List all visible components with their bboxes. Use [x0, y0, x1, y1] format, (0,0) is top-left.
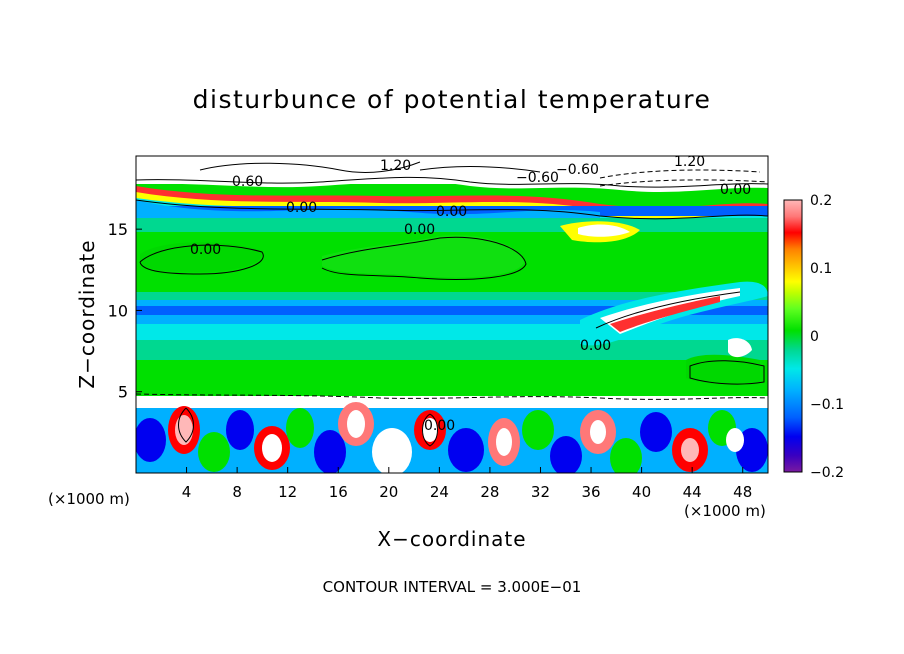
colorbar-tick-label: −0.2	[810, 465, 844, 481]
x-tick-label: 28	[480, 483, 499, 501]
contour-label: 0.00	[286, 200, 317, 216]
contour-label: 0.00	[190, 242, 221, 258]
contour-label: 1.20	[674, 154, 705, 170]
x-tick-label: 32	[531, 483, 550, 501]
colorbar-tick-label: −0.1	[810, 397, 844, 413]
x-tick-label: 20	[379, 483, 398, 501]
x-tick-label: 12	[278, 483, 297, 501]
contour-label: 1.20	[380, 158, 411, 174]
x-tick-label: 40	[632, 483, 651, 501]
x-tick-label: 36	[581, 483, 600, 501]
x-tick-label: 48	[733, 483, 752, 501]
x-axis: 4 8 12 16 20 24 28 32 36 40 44 48	[182, 467, 752, 501]
contour-label: 0.60	[232, 174, 263, 190]
colorbar-ramp	[783, 199, 803, 473]
y-axis-label: Z−coordinate	[75, 239, 99, 388]
y-axis: 5 10 15	[108, 220, 142, 402]
contour-labels: 1.20 −0.60 0.60 0.00 0.00 0.00 0.00 1.20…	[190, 154, 751, 434]
y-tick-label: 10	[108, 301, 128, 320]
contour-label: 0.00	[424, 418, 455, 434]
x-tick-label: 16	[329, 483, 348, 501]
y-tick-label: 15	[108, 220, 128, 239]
colorbar-tick-label: 0	[810, 329, 819, 345]
y-tick-label: 5	[118, 383, 128, 402]
plot-frame	[135, 155, 769, 474]
x-tick-label: 24	[430, 483, 449, 501]
contour-label: 0.00	[720, 182, 751, 198]
contour-label: −0.60	[516, 170, 559, 186]
contour-label: 0.00	[404, 222, 435, 238]
contour-interval-note: CONTOUR INTERVAL = 3.000E−01	[322, 578, 582, 596]
chart-title: disturbunce of potential temperature	[192, 85, 712, 114]
x-unit-label: (×1000 m)	[48, 490, 130, 508]
x-tick-label: 4	[182, 483, 192, 501]
x-tick-label: 8	[232, 483, 242, 501]
colorbar-tick-label: 0.2	[810, 193, 832, 209]
colorbar: 0.2 0.1 0 −0.1 −0.2	[783, 193, 844, 481]
x-tick-label: 44	[683, 483, 702, 501]
heatmap-field	[136, 156, 768, 473]
contour-lines	[136, 161, 768, 447]
x-axis-label: X−coordinate	[377, 527, 526, 551]
contour-label: 0.00	[580, 338, 611, 354]
contour-label: −0.60	[556, 162, 599, 178]
contour-label: 0.00	[436, 204, 467, 220]
x-unit-label-right: (×1000 m)	[684, 502, 766, 520]
colorbar-tick-label: 0.1	[810, 261, 832, 277]
